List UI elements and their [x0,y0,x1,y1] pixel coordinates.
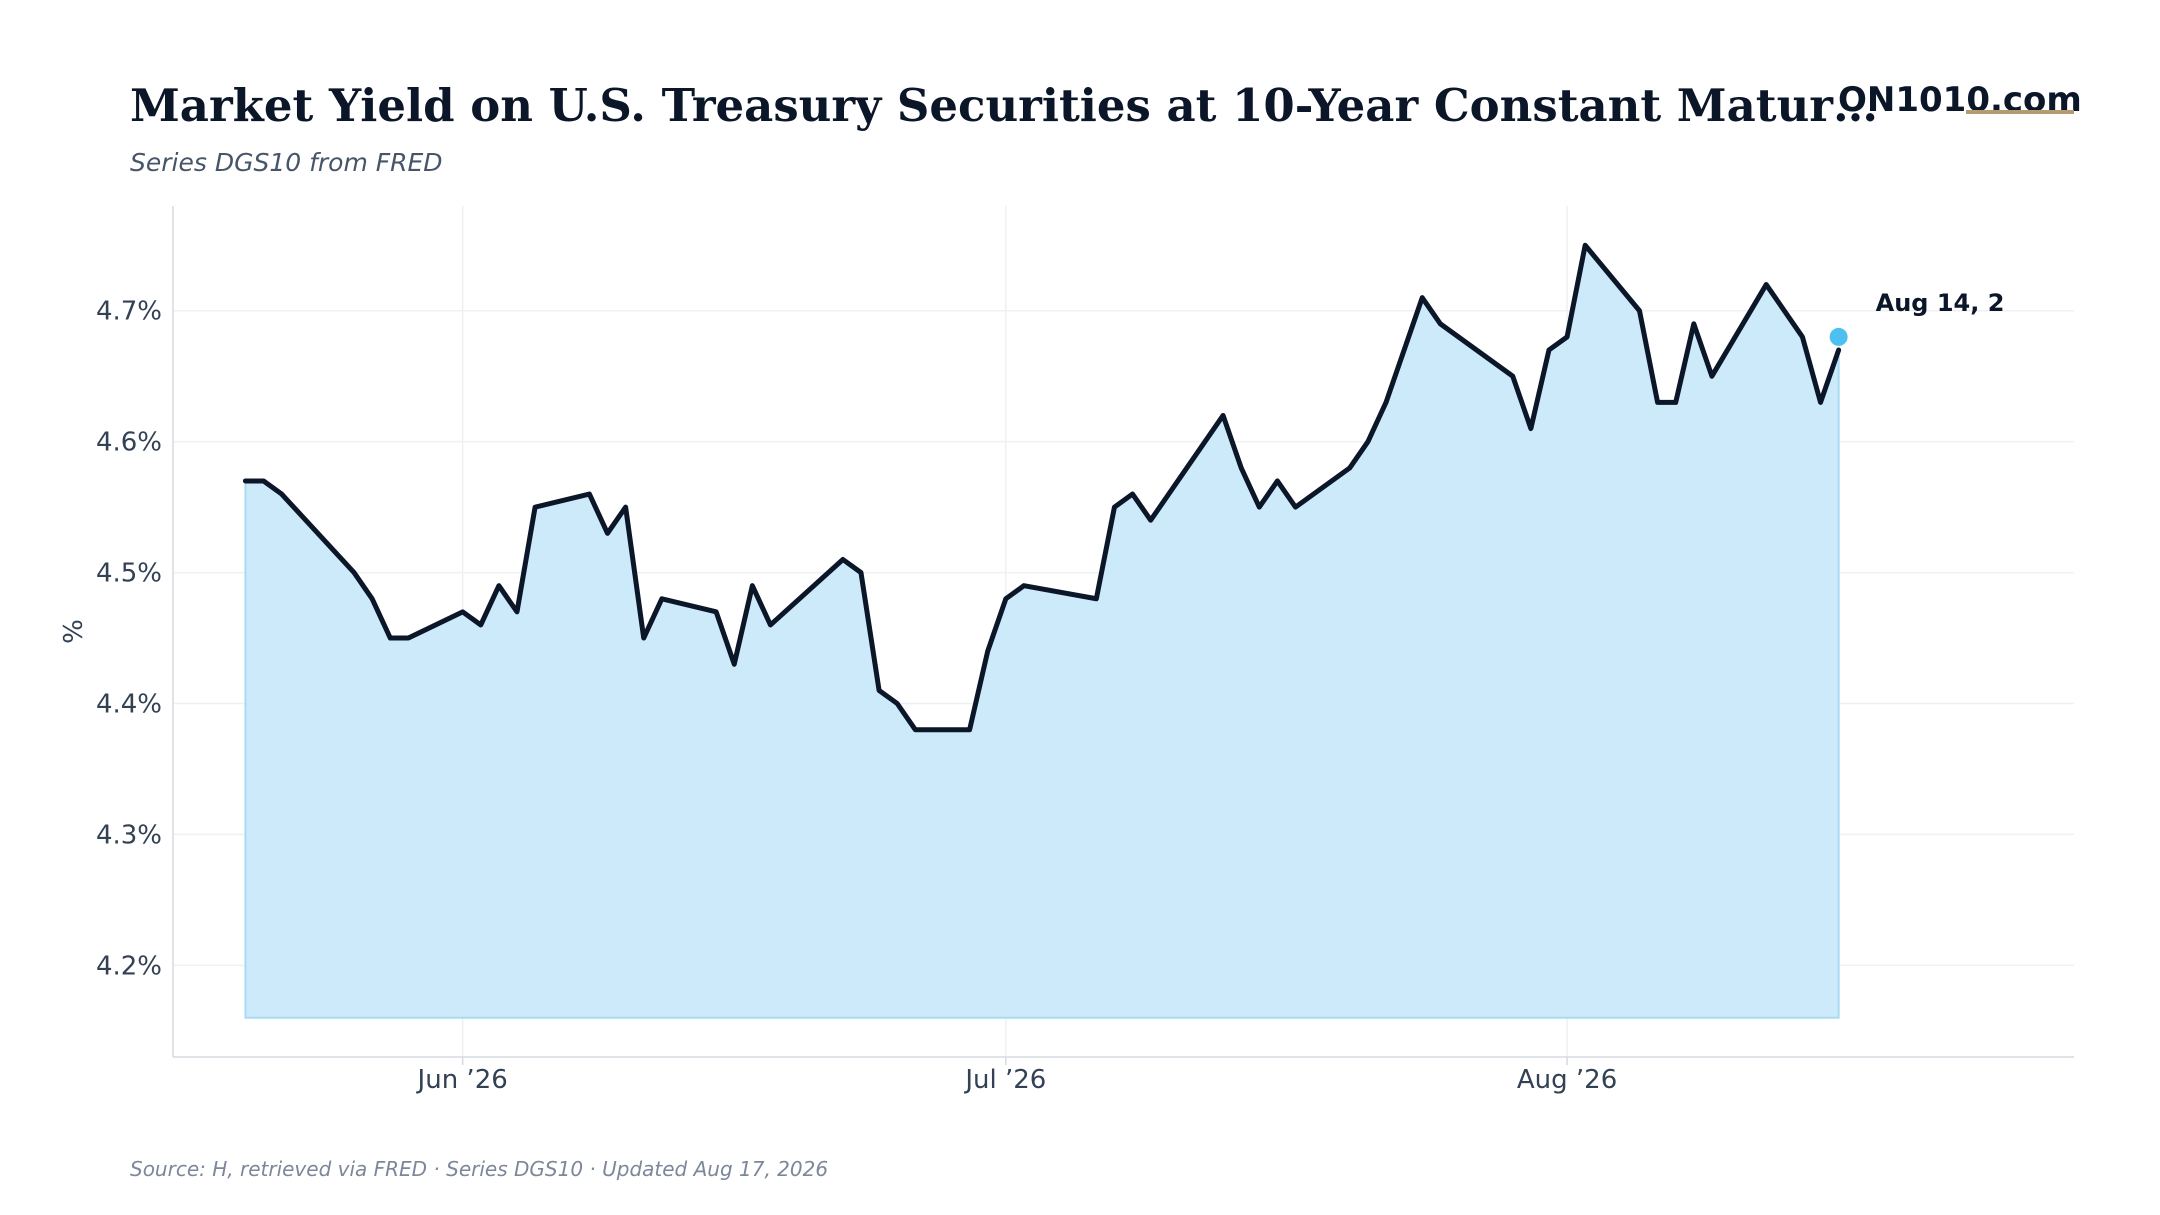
data-point[interactable] [1564,334,1570,340]
data-point[interactable] [1546,347,1552,353]
data-point[interactable] [749,583,755,589]
data-point[interactable] [967,727,973,733]
x-tick-label: Aug ’26 [1517,1065,1617,1095]
data-point[interactable] [605,530,611,536]
data-point[interactable] [478,622,484,628]
data-point[interactable] [1655,399,1661,405]
data-point[interactable] [1293,504,1299,510]
data-point[interactable] [912,727,918,733]
last-point-marker[interactable] [1829,327,1848,346]
source-note: Source: H, retrieved via FRED · Series D… [130,1157,829,1181]
data-point[interactable] [623,504,629,510]
data-point[interactable] [387,635,393,641]
data-point[interactable] [894,701,900,707]
x-tick-label: Jul ’26 [963,1065,1046,1095]
data-point[interactable] [731,661,737,667]
data-point[interactable] [1347,465,1353,471]
data-point[interactable] [1419,295,1425,301]
data-point[interactable] [1238,465,1244,471]
series-line [242,242,1842,733]
y-tick-label: 4.3% [96,820,162,850]
y-tick-labels: 4.2% 4.3% 4.4% 4.5% 4.6% 4.7% [96,297,162,982]
series-area [244,243,1840,1019]
y-axis-title: % [59,619,89,644]
chart-subtitle: Series DGS10 from FRED [130,148,443,177]
data-point[interactable] [1528,426,1534,432]
data-point[interactable] [261,478,267,484]
x-tick-labels: Jun ’26 Jul ’26 Aug ’26 [416,1065,1618,1095]
data-point[interactable] [1582,242,1588,248]
data-point[interactable] [840,556,846,562]
data-point[interactable] [641,635,647,641]
data-point[interactable] [985,648,991,654]
y-tick-label: 4.2% [96,951,162,981]
data-point[interactable] [1111,504,1117,510]
data-point[interactable] [1383,399,1389,405]
data-point[interactable] [514,609,520,615]
y-tick-label: 4.7% [96,297,162,327]
data-point[interactable] [876,687,882,693]
data-point[interactable] [586,491,592,497]
y-tick-label: 4.5% [96,559,162,589]
y-tick-label: 4.4% [96,690,162,720]
axes [172,206,2074,1058]
data-point[interactable] [1401,347,1407,353]
data-point[interactable] [460,609,466,615]
data-point[interactable] [351,570,357,576]
data-point[interactable] [1148,517,1154,523]
y-tick-label: 4.6% [96,428,162,458]
x-tick-label: Jun ’26 [416,1065,508,1095]
data-point[interactable] [405,635,411,641]
data-point[interactable] [1763,282,1769,288]
data-point[interactable] [1021,583,1027,589]
data-point[interactable] [496,583,502,589]
data-point[interactable] [713,609,719,615]
data-point[interactable] [1799,334,1805,340]
data-point[interactable] [1003,596,1009,602]
data-point[interactable] [1274,478,1280,484]
data-point[interactable] [1510,373,1516,379]
data-point[interactable] [279,491,285,497]
data-point[interactable] [1636,308,1642,314]
data-point[interactable] [1130,491,1136,497]
data-point[interactable] [1220,412,1226,418]
data-point[interactable] [242,478,248,484]
data-point[interactable] [767,622,773,628]
brand-underline [1966,110,2074,114]
data-point[interactable] [858,570,864,576]
data-point[interactable] [1437,321,1443,327]
data-point[interactable] [1673,399,1679,405]
data-point[interactable] [1709,373,1715,379]
data-point[interactable] [1256,504,1262,510]
data-point[interactable] [1836,347,1842,353]
data-point[interactable] [1093,596,1099,602]
data-point[interactable] [1818,399,1824,405]
data-point[interactable] [1691,321,1697,327]
data-point[interactable] [659,596,665,602]
data-point[interactable] [532,504,538,510]
last-point-label: Aug 14, 2 [1876,289,2005,317]
data-point[interactable] [1365,439,1371,445]
data-point[interactable] [369,596,375,602]
